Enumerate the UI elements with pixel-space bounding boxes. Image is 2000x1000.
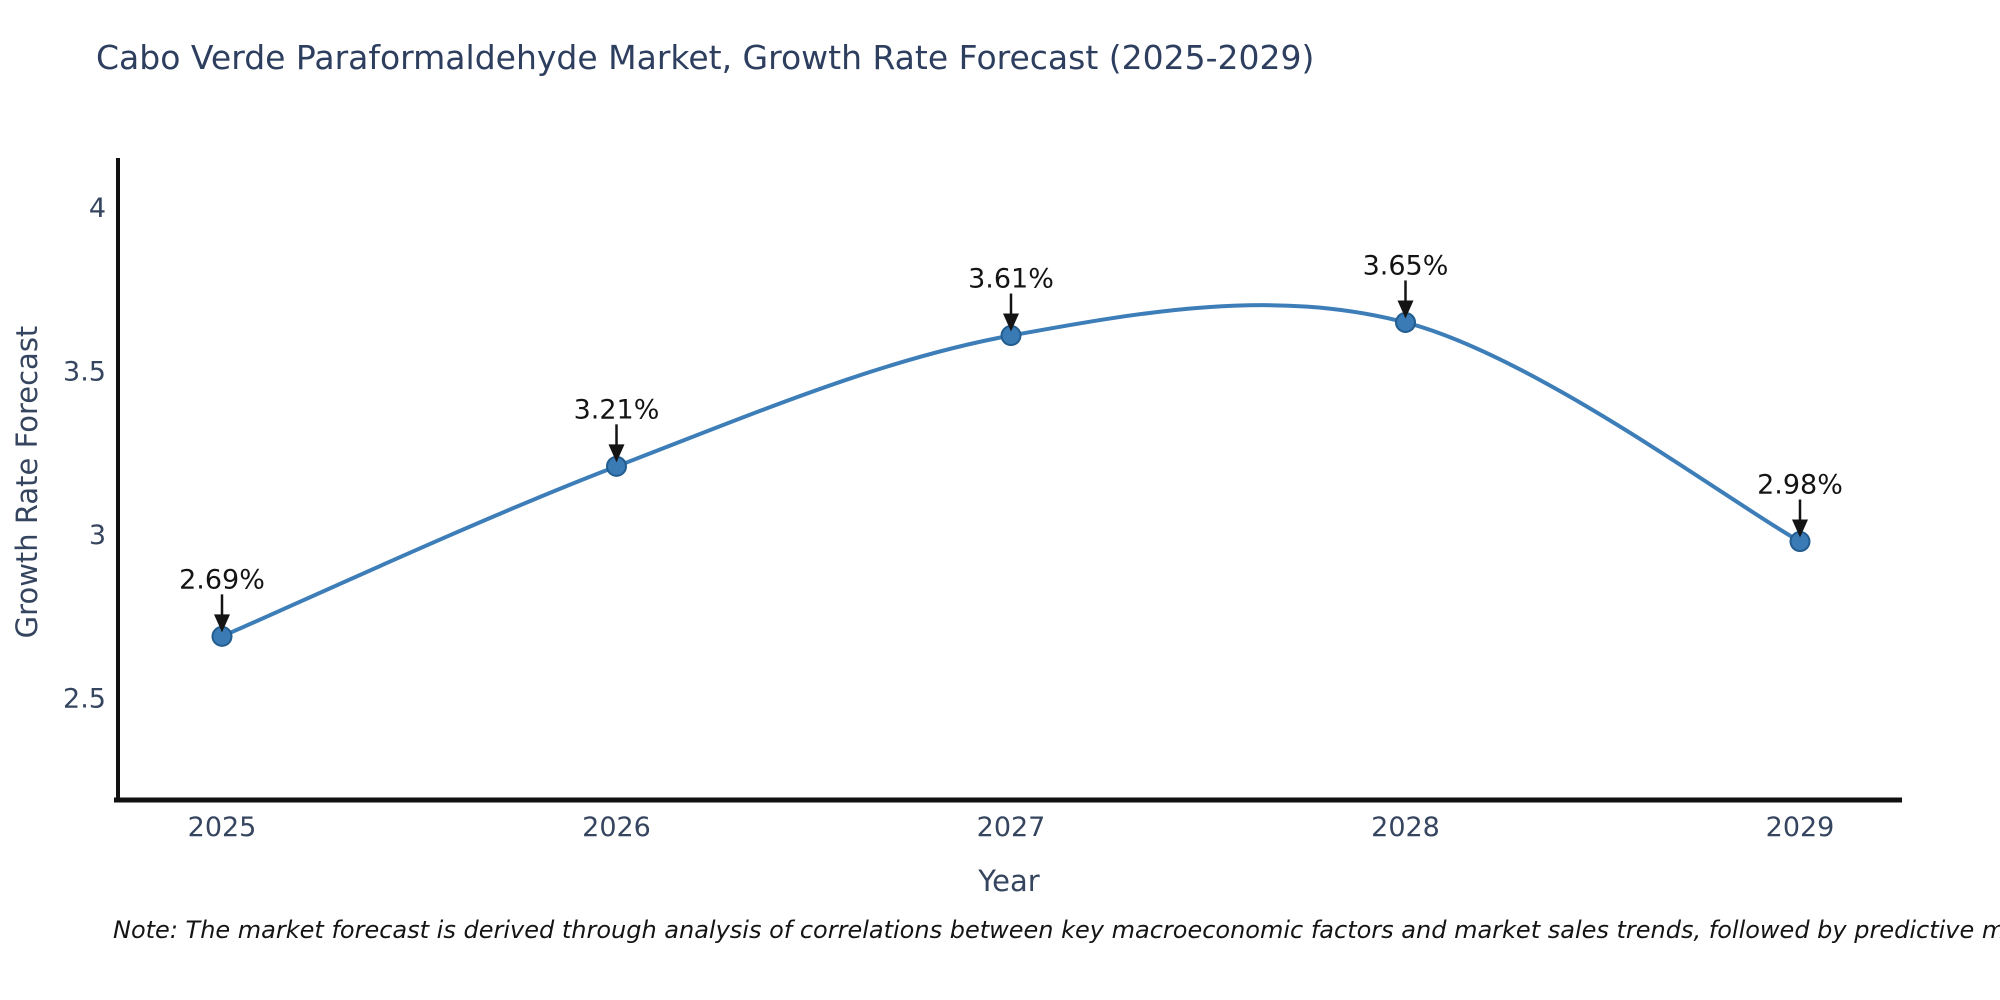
point-value-label: 2.98%: [1757, 470, 1843, 501]
annotation-arrow-head: [214, 614, 230, 633]
point-value-label: 2.69%: [179, 564, 265, 595]
x-tick-label: 2027: [977, 812, 1046, 843]
x-tick-label: 2029: [1766, 812, 1835, 843]
y-tick-label: 4: [89, 193, 106, 224]
footnote: Note: The market forecast is derived thr…: [113, 916, 2000, 944]
x-tick-label: 2025: [188, 812, 257, 843]
y-tick-label: 3: [89, 520, 106, 551]
point-value-label: 3.65%: [1363, 250, 1449, 281]
x-tick-label: 2028: [1371, 812, 1440, 843]
annotation-arrow-head: [1003, 313, 1019, 332]
annotation-arrow-head: [1397, 300, 1414, 319]
chart-title: Cabo Verde Paraformaldehyde Market, Grow…: [96, 38, 1315, 77]
x-axis-title: Year: [978, 864, 1040, 898]
x-tick-label: 2026: [582, 812, 651, 843]
forecast-line: [220, 303, 1802, 639]
y-tick-label: 2.5: [63, 684, 106, 715]
point-value-label: 3.61%: [968, 264, 1054, 295]
y-axis-title: Growth Rate Forecast: [10, 325, 44, 639]
annotation-arrow-head: [608, 444, 625, 463]
point-value-label: 3.21%: [574, 394, 660, 425]
annotation-arrow-head: [1792, 519, 1808, 538]
y-tick-label: 3.5: [63, 357, 106, 388]
